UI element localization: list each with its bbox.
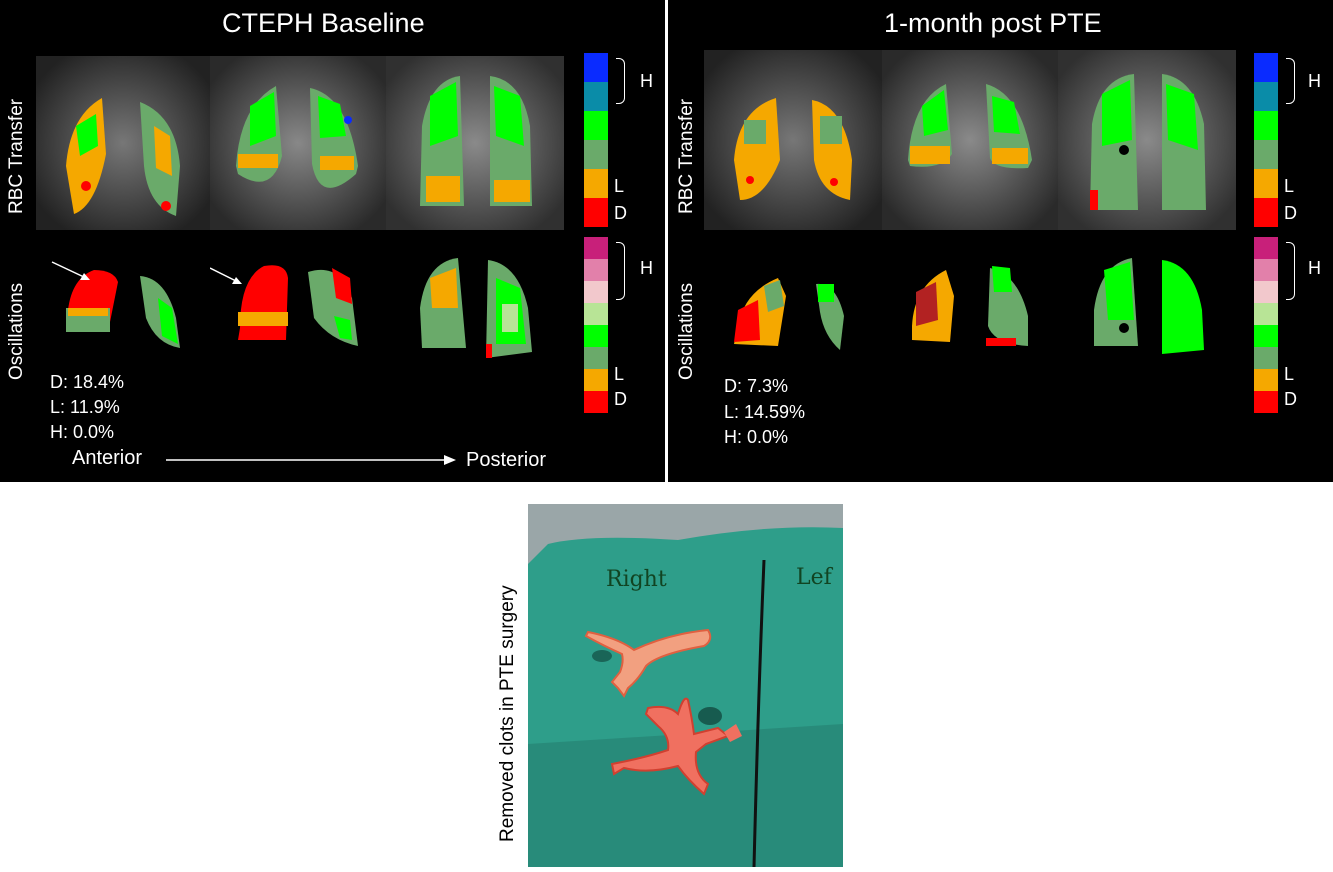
rbc-map-anterior xyxy=(36,56,210,230)
rbc-map-posterior xyxy=(1058,50,1236,230)
osc-map-anterior xyxy=(36,248,210,358)
rbc-defect-label: D xyxy=(1284,203,1297,223)
rbc-low-label: L xyxy=(614,176,625,196)
osc-defect-label: D xyxy=(614,389,627,409)
osc-colorbar-segment xyxy=(584,281,608,303)
stat-low: L: 14.59% xyxy=(724,402,806,422)
osc-map-middle xyxy=(882,256,1058,360)
rbc-colorbar-segment xyxy=(1254,82,1278,111)
rbc-colorbar xyxy=(584,53,608,227)
rbc-colorbar-segment xyxy=(1254,140,1278,169)
rbc-high-bracket xyxy=(616,58,625,104)
osc-colorbar-segment xyxy=(584,369,608,391)
rbc-colorbar-segment xyxy=(584,140,608,169)
osc-colorbar-segment xyxy=(584,391,608,413)
panel-title: 1-month post PTE xyxy=(884,8,1102,38)
rbc-low-label: L xyxy=(1284,176,1295,196)
rbc-colorbar-segment xyxy=(1254,198,1278,227)
osc-colorbar-segment xyxy=(1254,391,1278,413)
osc-high-label: H xyxy=(640,258,653,278)
rbc-colorbar-segment xyxy=(1254,169,1278,198)
rbc-map-anterior xyxy=(704,50,882,230)
photo-caption: Removed clots in PTE surgery xyxy=(497,585,518,842)
rbc-map-middle xyxy=(882,50,1058,230)
panel-post-pte: 1-month post PTE RBC Transfer Oscillatio… xyxy=(668,0,1333,482)
osc-colorbar-segment xyxy=(1254,281,1278,303)
osc-map-posterior xyxy=(386,248,564,368)
rbc-high-label: H xyxy=(1308,71,1321,91)
osc-map-middle xyxy=(210,248,386,358)
stat-high: H: 0.0% xyxy=(724,427,789,447)
osc-low-label: L xyxy=(614,364,625,384)
osc-colorbar-segment xyxy=(584,259,608,281)
row-label-oscillations: Oscillations xyxy=(6,282,27,380)
osc-colorbar-segment xyxy=(1254,347,1278,369)
rbc-colorbar-segment xyxy=(584,111,608,140)
osc-colorbar-segment xyxy=(1254,259,1278,281)
rbc-high-bracket xyxy=(1286,58,1295,104)
direction-arrow xyxy=(166,455,456,465)
panel-title: CTEPH Baseline xyxy=(222,8,425,38)
direction-start: Anterior xyxy=(72,447,143,469)
osc-colorbar-segment xyxy=(584,303,608,325)
osc-colorbar xyxy=(584,237,608,413)
rbc-colorbar-segment xyxy=(1254,111,1278,140)
osc-colorbar-segment xyxy=(1254,303,1278,325)
rbc-colorbar-segment xyxy=(1254,53,1278,82)
osc-colorbar xyxy=(1254,237,1278,413)
osc-high-bracket xyxy=(1286,242,1295,300)
rbc-map-middle xyxy=(210,56,386,230)
rbc-high-label: H xyxy=(640,71,653,91)
rbc-colorbar-segment xyxy=(584,53,608,82)
osc-low-label: L xyxy=(1284,364,1295,384)
rbc-colorbar-segment xyxy=(584,198,608,227)
clot-upper xyxy=(584,628,712,698)
rbc-colorbar-segment xyxy=(584,82,608,111)
row-label-rbc: RBC Transfer xyxy=(6,98,27,214)
photo-handwriting-left: Lef xyxy=(796,565,834,590)
clot-photo: Right Lef xyxy=(528,504,843,867)
stat-high: H: 0.0% xyxy=(50,422,115,442)
panel-cteph-baseline: CTEPH Baseline RBC Transfer Oscillations xyxy=(0,0,665,482)
rbc-defect-label: D xyxy=(614,203,627,223)
osc-map-posterior xyxy=(1058,250,1236,362)
osc-high-bracket xyxy=(616,242,625,300)
osc-colorbar-segment xyxy=(584,347,608,369)
direction-end: Posterior xyxy=(466,449,547,471)
osc-colorbar-segment xyxy=(584,325,608,347)
stat-defect: D: 18.4% xyxy=(50,372,125,392)
photo-handwriting-right: Right xyxy=(606,567,667,592)
rbc-map-posterior xyxy=(386,56,564,230)
osc-colorbar-segment xyxy=(1254,325,1278,347)
row-label-rbc: RBC Transfer xyxy=(676,98,697,214)
osc-high-label: H xyxy=(1308,258,1321,278)
stat-low: L: 11.9% xyxy=(50,397,120,417)
osc-colorbar-segment xyxy=(1254,369,1278,391)
osc-defect-label: D xyxy=(1284,389,1297,409)
rbc-colorbar-segment xyxy=(584,169,608,198)
stat-defect: D: 7.3% xyxy=(724,376,789,396)
clot-lower xyxy=(610,697,742,796)
osc-map-anterior xyxy=(704,256,882,360)
row-label-oscillations: Oscillations xyxy=(676,282,697,380)
osc-colorbar-segment xyxy=(1254,237,1278,259)
osc-colorbar-segment xyxy=(584,237,608,259)
rbc-colorbar xyxy=(1254,53,1278,227)
